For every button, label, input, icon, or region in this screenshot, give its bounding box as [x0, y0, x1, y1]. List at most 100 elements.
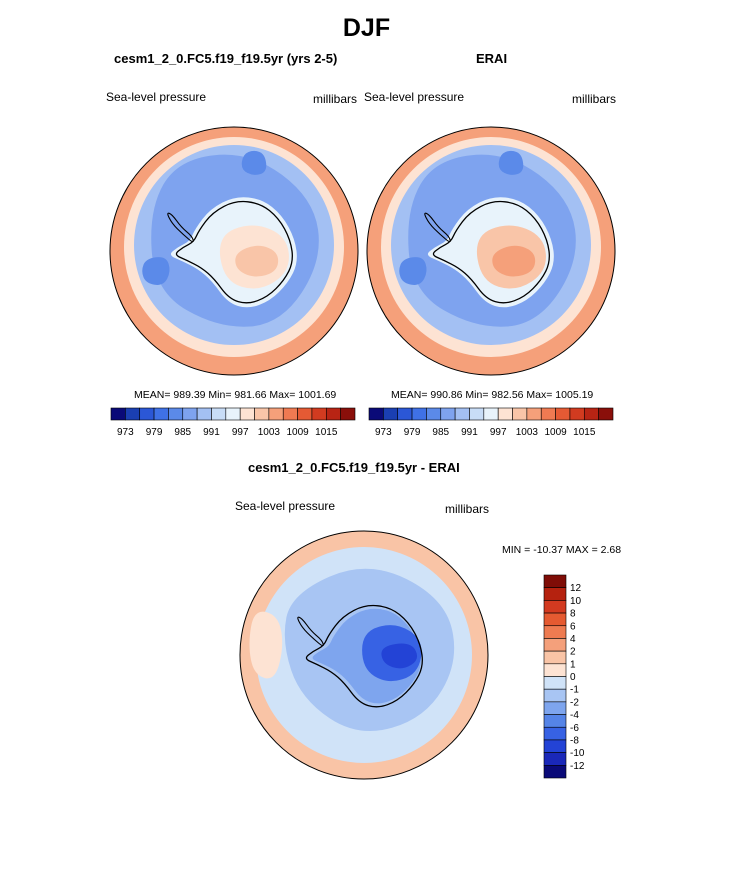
colorbar-swatch	[282, 407, 298, 421]
colorbar-tick-label: 12	[570, 583, 582, 594]
colorbar-tick-label: -1	[570, 685, 579, 696]
colorbar-tick-label: 8	[570, 609, 576, 620]
colorbar-swatch	[340, 407, 356, 421]
map-field	[367, 127, 615, 375]
colorbar-tick-label: 979	[404, 427, 421, 438]
obs-panel-title: ERAI	[476, 51, 508, 66]
colorbar-swatch	[368, 407, 384, 421]
colorbar-swatch	[497, 407, 513, 421]
colorbar-tick-label: 973	[375, 427, 392, 438]
colorbar-swatch	[543, 650, 567, 665]
model-colorbar: 973 979 985 991 997 1003 1009 1015	[110, 407, 356, 438]
colorbar-swatch	[540, 407, 556, 421]
region-interior-minimum	[381, 643, 418, 669]
colorbar-swatch	[125, 407, 141, 421]
colorbar-swatch	[543, 638, 567, 652]
colorbar-tick-label: 985	[174, 427, 191, 438]
obs-polar-map	[366, 126, 616, 376]
colorbar-swatch	[543, 739, 567, 753]
colorbar-tick-label: 985	[432, 427, 449, 438]
coastline-antarctica	[432, 200, 550, 304]
colorbar-tick-label: 991	[203, 427, 220, 438]
coastline-antarctica	[175, 200, 293, 304]
map-field	[110, 127, 358, 375]
colorbar-swatch	[426, 407, 442, 421]
map-border	[109, 126, 359, 376]
colorbar-swatch	[569, 407, 585, 421]
region-low-north	[498, 150, 524, 175]
colorbar-swatch	[311, 407, 327, 421]
colorbar-swatch	[583, 407, 599, 421]
colorbar-swatch	[543, 701, 567, 715]
colorbar-tick-label: -2	[570, 697, 579, 708]
map-border	[366, 126, 616, 376]
colorbar-tick-label: -4	[570, 710, 579, 721]
region-low-west	[142, 257, 170, 285]
map-border	[239, 530, 489, 780]
colorbar-swatch	[440, 407, 456, 421]
colorbar-swatch	[512, 407, 528, 421]
colorbar-swatch	[555, 407, 571, 421]
model-polar-map	[109, 126, 359, 376]
colorbar-swatch	[182, 407, 198, 421]
region-low-west	[399, 257, 427, 285]
colorbar-swatch	[397, 407, 413, 421]
colorbar-swatch	[543, 765, 567, 779]
region-low-north	[241, 150, 267, 175]
colorbar-tick-label: -8	[570, 735, 579, 746]
colorbar-swatch	[543, 625, 567, 639]
colorbar-tick-label: -10	[570, 748, 585, 759]
obs-stats: MEAN= 990.86 Min= 982.56 Max= 1005.19	[391, 389, 594, 401]
obs-units-label: millibars	[572, 92, 617, 106]
colorbar-tick-label: 1	[570, 659, 576, 670]
colorbar-swatch	[268, 407, 284, 421]
colorbar-tick-label: 1009	[544, 427, 567, 438]
colorbar-swatch	[543, 714, 567, 728]
colorbar-swatch	[543, 752, 567, 766]
coastline-peninsula	[297, 616, 324, 647]
colorbar-swatch	[110, 407, 126, 421]
colorbar-swatch	[411, 407, 427, 421]
colorbar-tick-label: 2	[570, 647, 576, 658]
region-plateau-center	[492, 245, 536, 277]
colorbar-tick-label: 6	[570, 621, 576, 632]
diff-variable-label: Sea-level pressure	[235, 499, 336, 513]
colorbar-swatch	[543, 726, 567, 741]
colorbar-tick-label: 1015	[573, 427, 596, 438]
colorbar-swatch	[483, 407, 499, 421]
colorbar-swatch	[543, 600, 567, 614]
figure-title: DJF	[342, 14, 391, 42]
model-units-label: millibars	[313, 92, 358, 106]
colorbar-swatch	[168, 407, 184, 421]
colorbar-tick-label: -6	[570, 723, 579, 734]
colorbar-swatch	[469, 407, 485, 421]
colorbar-tick-label: 1003	[516, 427, 539, 438]
model-panel-title: cesm1_2_0.FC5.f19_f19.5yr (yrs 2-5)	[114, 51, 338, 66]
diff-stats: MIN = -10.37 MAX = 2.68	[502, 544, 622, 556]
colorbar-swatch	[383, 407, 399, 421]
colorbar-tick-label: 0	[570, 672, 576, 683]
colorbar-tick-label: 1003	[258, 427, 281, 438]
colorbar-tick-label: 1015	[315, 427, 338, 438]
colorbar-swatch	[543, 612, 567, 627]
colorbar-tick-label: 997	[232, 427, 249, 438]
diff-units-label: millibars	[445, 502, 490, 516]
obs-variable-label: Sea-level pressure	[364, 90, 465, 104]
colorbar-swatch	[543, 676, 567, 690]
colorbar-swatch	[543, 663, 567, 677]
colorbar-swatch	[153, 407, 169, 421]
colorbar-swatch	[225, 407, 241, 421]
colorbar-tick-label: 979	[146, 427, 163, 438]
model-variable-label: Sea-level pressure	[106, 90, 207, 104]
colorbar-tick-label: 4	[570, 634, 576, 645]
obs-colorbar: 973 979 985 991 997 1003 1009 1015	[368, 407, 614, 438]
colorbar-tick-label: 10	[570, 596, 582, 607]
colorbar-swatch	[543, 574, 567, 588]
colorbar-swatch	[254, 407, 270, 421]
colorbar-tick-label: 991	[461, 427, 478, 438]
region-plateau-center	[235, 245, 279, 277]
colorbar-swatch	[211, 407, 227, 421]
diff-polar-map	[239, 530, 489, 780]
colorbar-tick-label: 973	[117, 427, 134, 438]
